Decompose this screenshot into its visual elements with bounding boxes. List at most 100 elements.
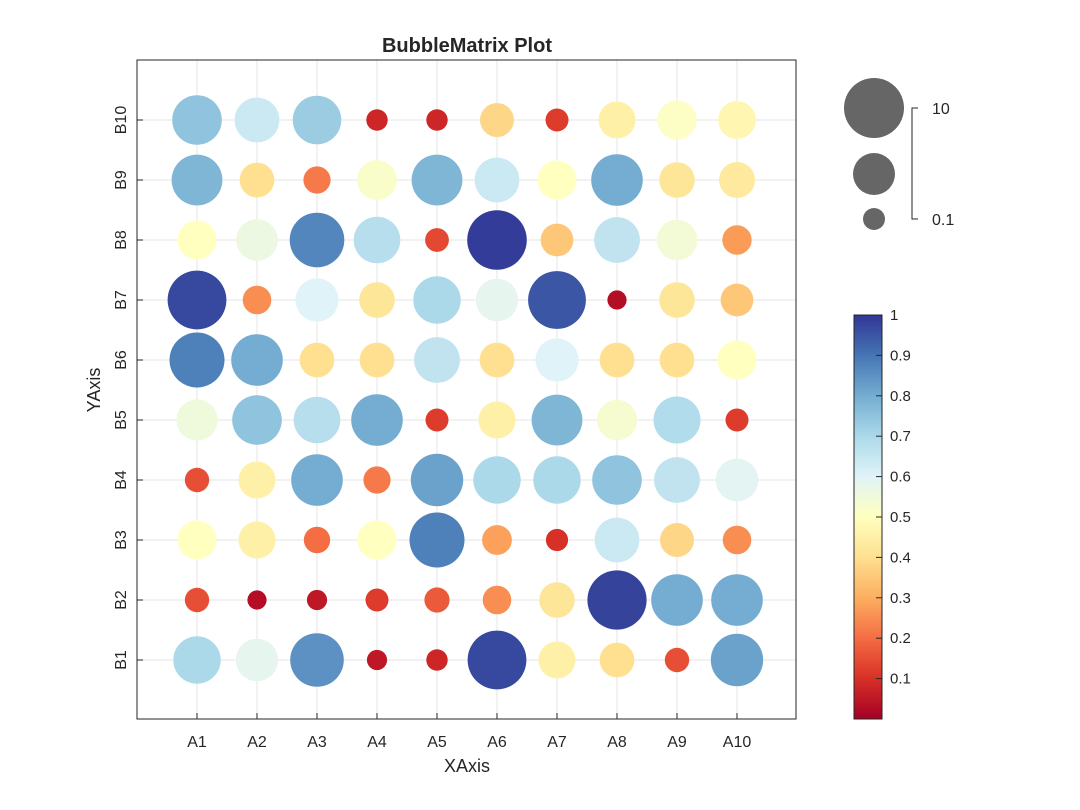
bubble-A7-B9 — [537, 160, 577, 200]
bubble-A4-B10 — [366, 109, 388, 131]
bubble-A1-B7 — [167, 270, 227, 330]
colorbar-tick-label: 0.1 — [890, 671, 911, 688]
bubble-A10-B8 — [722, 225, 752, 255]
colorbar-tick-label: 0.3 — [890, 590, 911, 607]
colorbar-tick-label: 0.7 — [890, 428, 911, 445]
bubble-A6-B8 — [467, 210, 527, 270]
bubble-A5-B9 — [411, 154, 463, 206]
colorbar-tick-label: 0.2 — [890, 630, 911, 647]
bubble-A4-B9 — [357, 160, 397, 200]
bubble-A7-B8 — [540, 223, 574, 257]
bubble-A10-B10 — [718, 101, 756, 139]
y-tick-label: B10 — [113, 106, 130, 135]
size-legend-medium-bubble — [853, 153, 895, 195]
bubble-A8-B1 — [599, 642, 635, 678]
bubble-A5-B8 — [425, 228, 449, 252]
bubble-A6-B7 — [475, 278, 519, 322]
bubble-A9-B1 — [664, 647, 690, 673]
y-tick-label: B6 — [113, 350, 130, 370]
bubble-A3-B3 — [303, 526, 331, 554]
bubble-A4-B2 — [365, 588, 389, 612]
bubble-A5-B6 — [414, 337, 460, 383]
bubble-A1-B3 — [177, 520, 217, 560]
bubble-A9-B7 — [659, 282, 695, 318]
bubble-A4-B6 — [359, 342, 395, 378]
bubble-A9-B9 — [659, 162, 695, 198]
bubble-A7-B6 — [535, 338, 579, 382]
x-tick-label: A10 — [723, 734, 752, 751]
bubble-A1-B4 — [184, 467, 210, 493]
bubble-A10-B6 — [717, 340, 757, 380]
bubble-A4-B4 — [363, 466, 391, 494]
bubble-A1-B1 — [173, 636, 221, 684]
bubble-A10-B1 — [710, 633, 764, 687]
bubble-A6-B6 — [479, 342, 515, 378]
bubble-A8-B5 — [596, 399, 638, 441]
size-legend-min-label: 0.1 — [932, 212, 954, 229]
y-tick-label: B1 — [113, 650, 130, 670]
bubble-A7-B1 — [538, 641, 576, 679]
bubble-A4-B3 — [357, 520, 397, 560]
bubble-A4-B5 — [351, 394, 403, 446]
bubble-A10-B5 — [725, 408, 749, 432]
chart-title: BubbleMatrix Plot — [382, 35, 552, 57]
bubble-A1-B10 — [172, 95, 222, 145]
bubble-A3-B4 — [291, 454, 343, 506]
size-legend: 10 0.1 — [844, 78, 954, 230]
x-tick-label: A1 — [187, 734, 207, 751]
x-tick-label: A6 — [487, 734, 507, 751]
bubble-A3-B7 — [295, 278, 339, 322]
y-tick-label: B3 — [113, 530, 130, 550]
x-tick-label: A7 — [547, 734, 567, 751]
bubble-A8-B2 — [587, 570, 647, 630]
bubble-A8-B8 — [594, 217, 640, 263]
bubble-A7-B7 — [528, 271, 586, 329]
bubble-A8-B6 — [599, 342, 635, 378]
bubble-A9-B6 — [659, 342, 695, 378]
bubble-A5-B2 — [424, 587, 450, 613]
bubble-A5-B5 — [425, 408, 449, 432]
bubble-A7-B10 — [545, 108, 569, 132]
bubble-A1-B8 — [177, 220, 217, 260]
colorbar: 0.1 0.2 0.3 0.4 0.5 0.6 0.7 0.8 0.9 1 — [853, 307, 911, 720]
bubble-A1-B2 — [184, 587, 210, 613]
bubble-A2-B7 — [242, 285, 272, 315]
bubble-A3-B8 — [289, 212, 345, 268]
colorbar-ticks: 0.1 0.2 0.3 0.4 0.5 0.6 0.7 0.8 0.9 1 — [876, 307, 911, 688]
bubble-A7-B5 — [531, 394, 583, 446]
bubble-A2-B3 — [238, 521, 276, 559]
bubble-A2-B8 — [236, 219, 278, 261]
bubble-A10-B7 — [720, 283, 754, 317]
y-tick-label: B4 — [113, 470, 130, 490]
bubble-A3-B10 — [292, 95, 342, 145]
colorbar-tick-label: 1 — [890, 307, 898, 324]
bubble-A4-B7 — [359, 282, 395, 318]
bubble-A5-B4 — [410, 453, 464, 507]
colorbar-tick-label: 0.5 — [890, 509, 911, 526]
bubble-A2-B9 — [239, 162, 275, 198]
bubble-A7-B4 — [533, 456, 581, 504]
plot-area-border — [136, 59, 797, 720]
x-tick-label: A2 — [247, 734, 267, 751]
size-legend-large-bubble — [844, 78, 904, 138]
bubble-A10-B9 — [719, 162, 755, 198]
bubble-A9-B4 — [654, 457, 700, 503]
bubble-A2-B10 — [234, 97, 280, 143]
bubble-A9-B8 — [656, 219, 698, 261]
y-tick-label: B9 — [113, 170, 130, 190]
bubble-A3-B1 — [290, 633, 344, 687]
bubbles — [167, 95, 764, 690]
y-tick-label: B7 — [113, 290, 130, 310]
bubble-A5-B7 — [413, 276, 461, 324]
colorbar-tick-label: 0.4 — [890, 549, 911, 566]
grid-lines — [137, 60, 796, 719]
x-tick-label: A4 — [367, 734, 387, 751]
bubble-A10-B4 — [715, 458, 759, 502]
size-legend-small-bubble — [863, 208, 885, 230]
bubble-A3-B9 — [303, 166, 331, 194]
bubble-A2-B1 — [235, 638, 279, 682]
y-tick-label: B8 — [113, 230, 130, 250]
colorbar-tick-label: 0.8 — [890, 388, 911, 405]
bubble-A5-B3 — [409, 512, 465, 568]
bubble-A6-B9 — [474, 157, 520, 203]
